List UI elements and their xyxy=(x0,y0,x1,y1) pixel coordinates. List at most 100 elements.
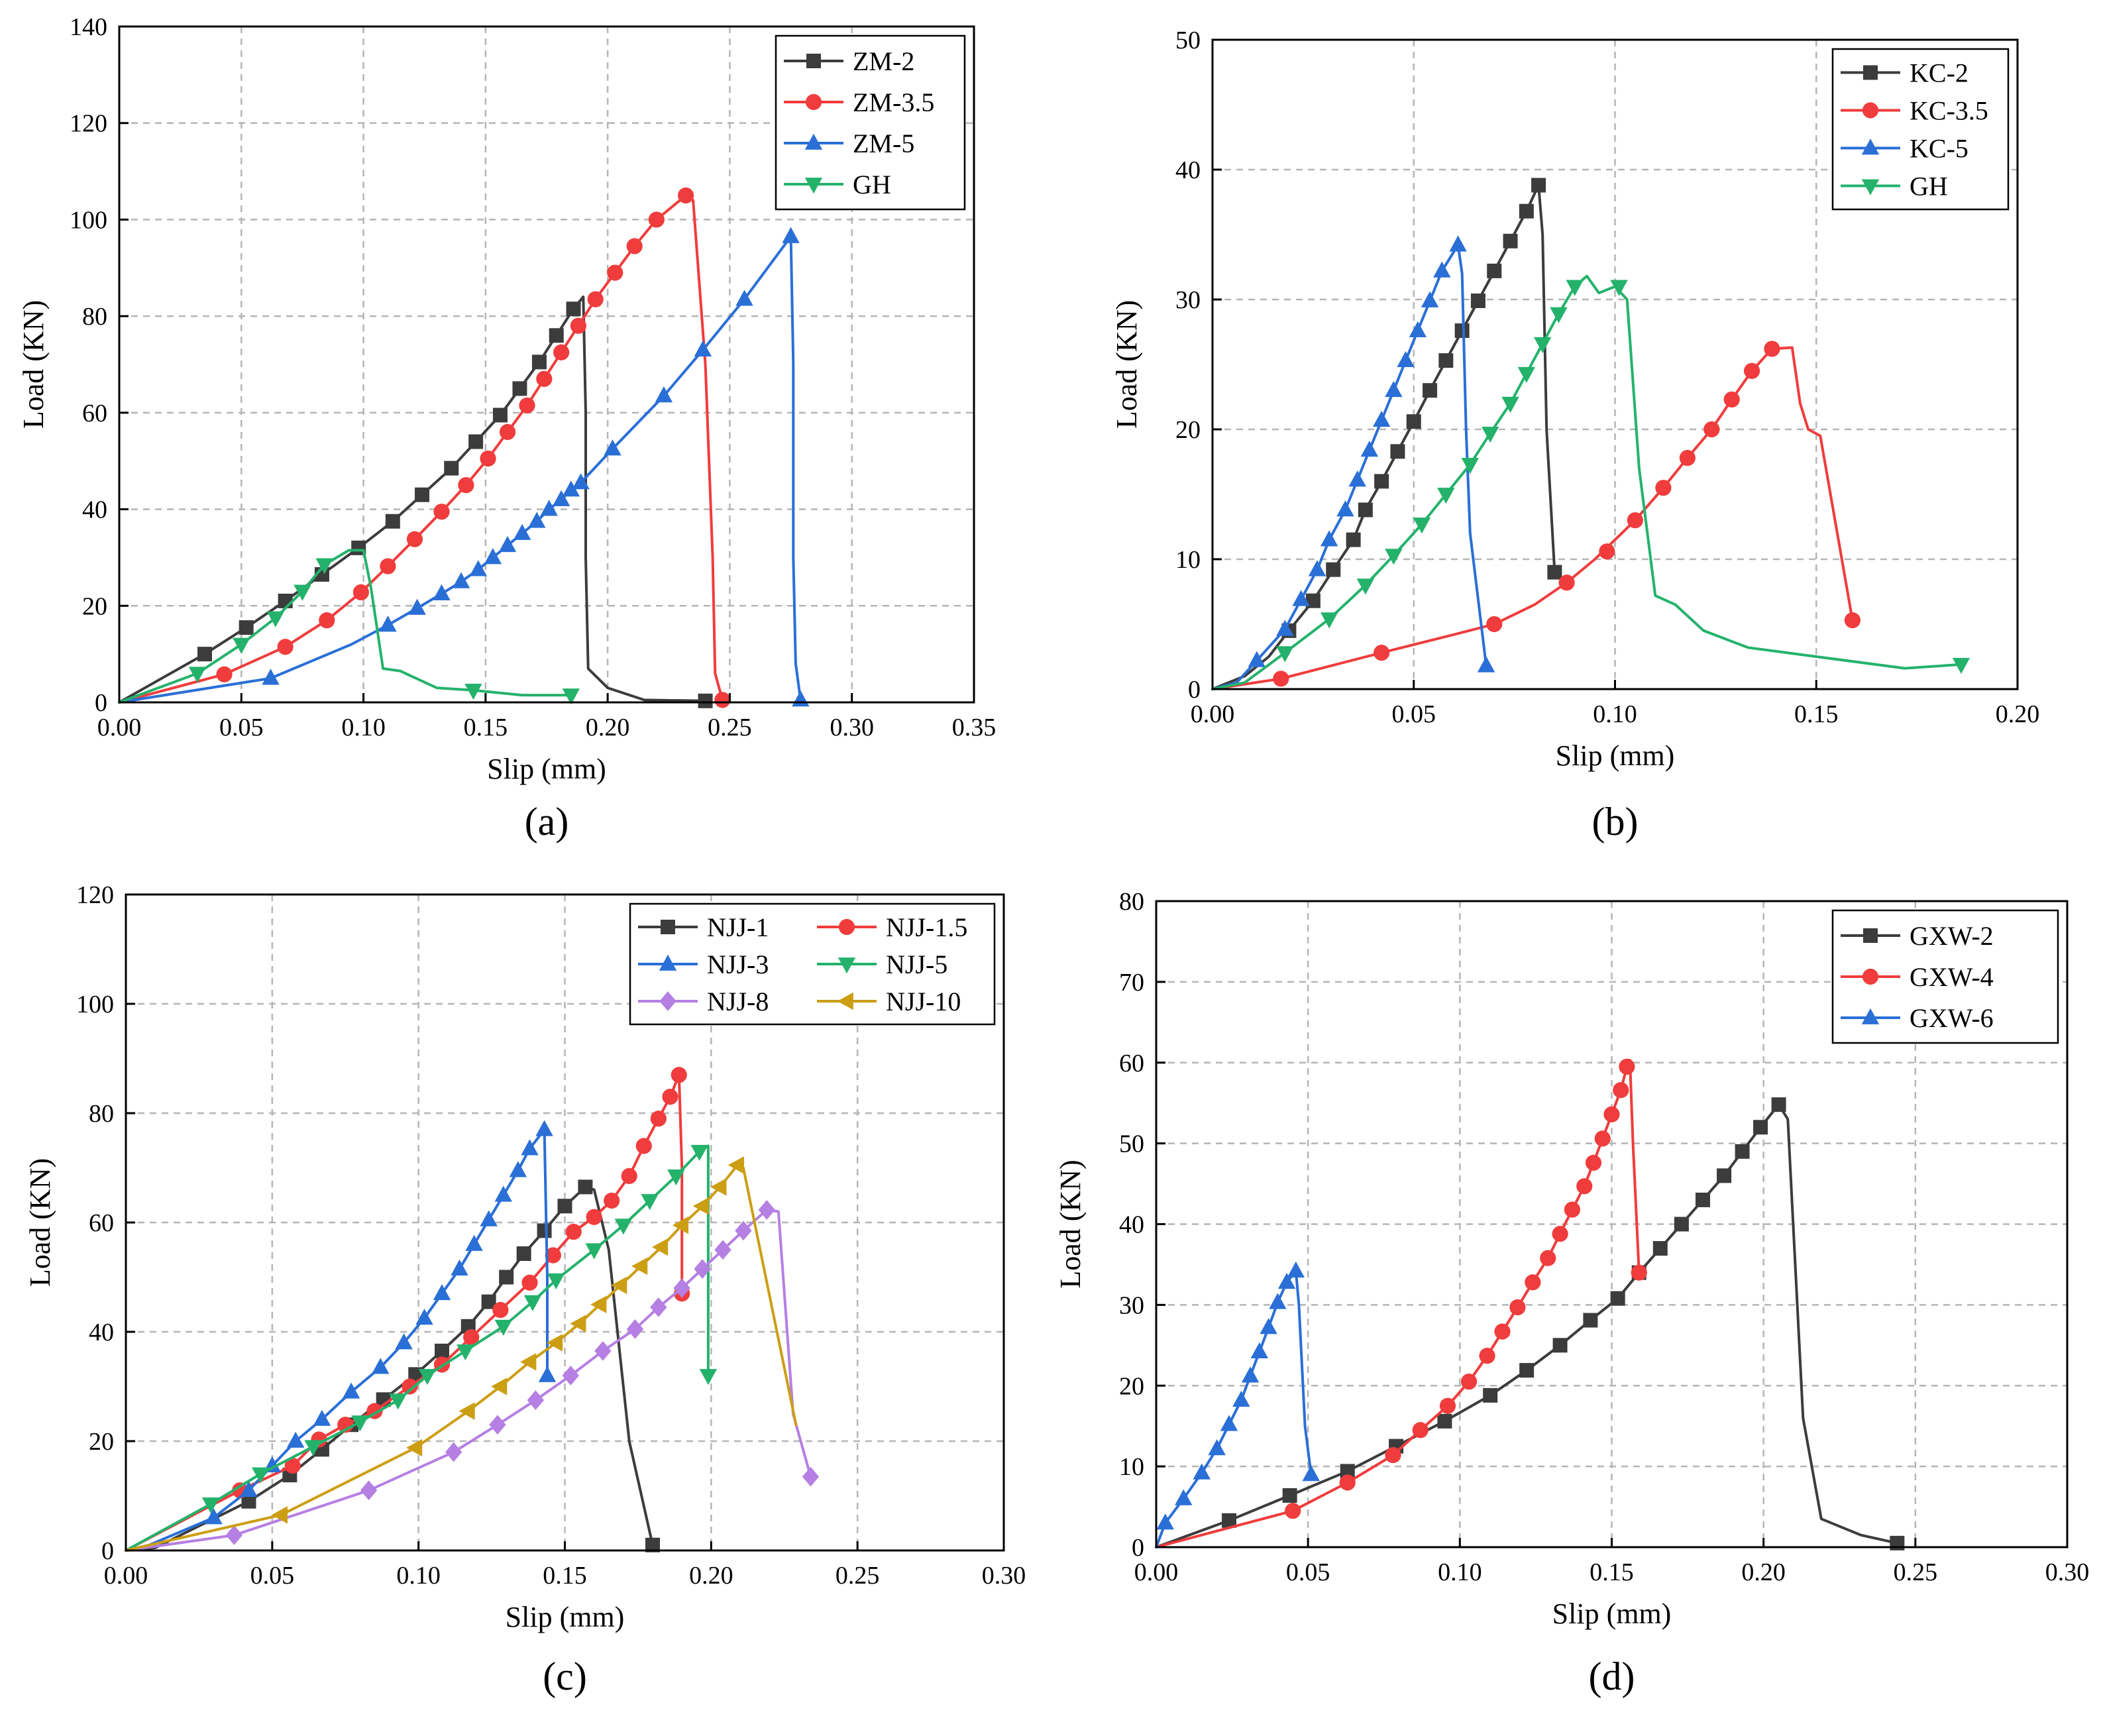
data-point xyxy=(513,523,531,540)
legend-marker xyxy=(1862,102,1879,119)
data-point xyxy=(1232,1390,1250,1407)
data-point xyxy=(1550,307,1568,323)
data-point xyxy=(351,1415,369,1432)
x-tick-label: 0.00 xyxy=(97,714,142,741)
data-point xyxy=(553,344,570,360)
legend-entry: GH xyxy=(784,170,891,199)
data-point xyxy=(1433,261,1451,278)
legend-entry: GH xyxy=(1841,172,1948,201)
data-point xyxy=(481,1294,496,1309)
y-axis-title: Load (KN) xyxy=(1110,300,1143,429)
x-tick-label: 0.20 xyxy=(1996,700,2040,728)
legend-entry: ZM-3.5 xyxy=(784,87,934,117)
data-point xyxy=(408,598,426,615)
x-tick-label: 0.30 xyxy=(830,714,874,741)
data-point xyxy=(728,1156,744,1174)
legend-label: GH xyxy=(1910,172,1948,201)
data-point xyxy=(240,1480,258,1497)
y-tick-label: 20 xyxy=(1175,416,1201,444)
data-point xyxy=(648,211,665,228)
data-point xyxy=(444,461,459,476)
data-point xyxy=(540,500,558,516)
data-point xyxy=(512,381,527,396)
y-tick-label: 60 xyxy=(82,400,107,427)
legend-marker xyxy=(1863,65,1878,80)
data-point xyxy=(604,1192,620,1209)
data-point xyxy=(278,594,293,608)
data-point xyxy=(262,669,280,685)
data-point xyxy=(284,1458,301,1474)
x-tick-label: 0.30 xyxy=(982,1562,1026,1590)
data-point xyxy=(1374,645,1390,661)
data-point xyxy=(1250,1342,1269,1358)
data-point xyxy=(463,1329,480,1346)
data-point xyxy=(1585,1154,1602,1171)
x-tick-label: 0.10 xyxy=(396,1562,441,1590)
data-point xyxy=(792,690,810,707)
data-point xyxy=(1603,1106,1620,1122)
data-point xyxy=(537,1223,552,1238)
y-tick-label: 50 xyxy=(1119,1130,1144,1158)
data-point xyxy=(626,238,643,254)
data-point xyxy=(1540,1250,1556,1266)
y-tick-label: 100 xyxy=(76,991,114,1018)
data-point xyxy=(286,1431,305,1448)
legend-marker xyxy=(806,54,821,68)
data-point xyxy=(1406,414,1421,429)
x-tick-label: 0.05 xyxy=(250,1562,295,1590)
data-point xyxy=(1717,1168,1732,1183)
data-point xyxy=(565,1223,582,1240)
data-point xyxy=(562,480,580,497)
series-gxw-6 xyxy=(1155,1261,1320,1548)
data-point xyxy=(458,477,474,494)
y-tick-label: 10 xyxy=(1119,1453,1144,1481)
data-point xyxy=(1477,656,1495,673)
data-point xyxy=(645,1537,660,1552)
data-point xyxy=(672,1216,689,1234)
data-point xyxy=(480,450,496,467)
data-point xyxy=(1890,1535,1905,1550)
data-point xyxy=(494,1185,512,1202)
legend-entry: NJJ-1.5 xyxy=(817,912,967,942)
data-point xyxy=(1723,391,1740,408)
series-njj-8 xyxy=(125,1200,820,1552)
data-point xyxy=(225,1525,243,1545)
data-point xyxy=(662,1089,678,1105)
legend-label: NJJ-3 xyxy=(707,949,769,979)
data-point xyxy=(694,1259,711,1279)
data-point xyxy=(527,1390,544,1410)
data-point xyxy=(1421,291,1439,307)
legend-marker xyxy=(1861,1008,1880,1024)
legend-label: NJJ-8 xyxy=(707,987,769,1016)
data-point xyxy=(1627,512,1643,529)
data-point xyxy=(651,1238,669,1256)
data-point xyxy=(1449,235,1467,252)
legend-label: ZM-3.5 xyxy=(853,87,934,117)
legend-marker xyxy=(837,957,856,974)
data-point xyxy=(552,490,570,506)
x-tick-label: 0.35 xyxy=(952,714,997,741)
data-point xyxy=(1302,1465,1320,1482)
data-point xyxy=(233,637,250,654)
x-tick-label: 0.15 xyxy=(1794,700,1839,728)
data-point xyxy=(1374,474,1389,489)
x-tick-label: 0.10 xyxy=(1593,700,1637,728)
data-point xyxy=(1285,1503,1301,1519)
legend-entry: NJJ-10 xyxy=(817,987,961,1016)
legend-marker xyxy=(1862,968,1879,985)
data-point xyxy=(1519,203,1534,219)
data-point xyxy=(405,1438,423,1457)
data-point xyxy=(406,531,423,547)
series-zm-5 xyxy=(118,227,810,707)
data-point xyxy=(1696,1192,1710,1207)
data-point xyxy=(216,666,233,682)
data-point xyxy=(1292,590,1310,606)
data-point xyxy=(492,407,508,423)
legend-label: NJJ-1.5 xyxy=(886,912,967,942)
data-point xyxy=(528,512,546,528)
series-gh xyxy=(118,549,580,705)
data-point xyxy=(1156,1513,1174,1530)
data-point xyxy=(1494,1323,1511,1340)
series-line xyxy=(125,1073,684,1552)
x-tick-label: 0.05 xyxy=(1392,700,1436,728)
